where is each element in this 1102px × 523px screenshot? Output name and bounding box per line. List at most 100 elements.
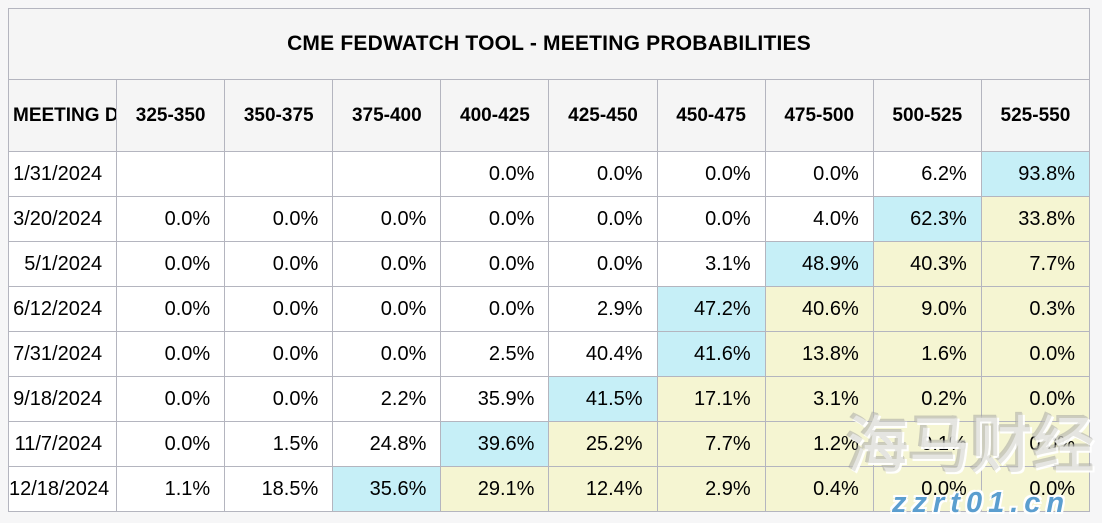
probability-cell: 47.2% bbox=[656, 286, 766, 332]
table-row: 3/20/2024 0.0% 0.0% 0.0% 0.0% 0.0% 0.0% 4.0% 62.… bbox=[7, 196, 1091, 242]
probability-cell: 9.0% bbox=[872, 286, 982, 332]
probability-cell: 93.8% bbox=[980, 151, 1091, 197]
probability-cell: 0.4% bbox=[764, 466, 874, 512]
probability-cell: 0.0% bbox=[440, 196, 550, 242]
probability-cell bbox=[224, 151, 334, 197]
probability-cell: 0.0% bbox=[332, 286, 442, 332]
probability-cell: 0.1% bbox=[872, 421, 982, 467]
column-header-rate-range: 350-375 bbox=[224, 79, 334, 152]
probability-cell: 24.8% bbox=[332, 421, 442, 467]
table-title: CME FEDWATCH TOOL - MEETING PROBABILITIE… bbox=[8, 8, 1090, 80]
probability-cell: 2.2% bbox=[332, 376, 442, 422]
probability-cell: 62.3% bbox=[872, 196, 982, 242]
probability-cell: 2.9% bbox=[548, 286, 658, 332]
table-row: 11/7/2024 0.0% 1.5% 24.8% 39.6% 25.2% 7.7% 1.2%… bbox=[7, 421, 1091, 467]
probability-cell: 17.1% bbox=[656, 376, 766, 422]
column-header-meeting-date: MEETING DATE bbox=[7, 79, 118, 152]
probability-cell: 0.0% bbox=[548, 196, 658, 242]
probability-cell: 40.6% bbox=[764, 286, 874, 332]
meeting-date-cell: 12/18/2024 bbox=[7, 466, 118, 512]
probability-cell: 41.6% bbox=[656, 331, 766, 377]
probability-cell: 4.0% bbox=[764, 196, 874, 242]
probability-cell: 41.5% bbox=[548, 376, 658, 422]
probability-cell: 0.0% bbox=[440, 241, 550, 287]
probability-cell: 0.0% bbox=[224, 241, 334, 287]
meeting-date-cell: 5/1/2024 bbox=[7, 241, 118, 287]
probability-cell: 1.5% bbox=[224, 421, 334, 467]
table-head: CME FEDWATCH TOOL - MEETING PROBABILITIE… bbox=[7, 8, 1091, 152]
column-header-rate-range: 425-450 bbox=[548, 79, 658, 152]
probability-cell: 7.7% bbox=[980, 241, 1091, 287]
probability-cell: 0.0% bbox=[332, 196, 442, 242]
table-row: 9/18/2024 0.0% 0.0% 2.2% 35.9% 41.5% 17.1% 3.1%… bbox=[7, 376, 1091, 422]
probability-cell: 29.1% bbox=[440, 466, 550, 512]
probability-cell: 2.9% bbox=[656, 466, 766, 512]
column-header-rate-range: 450-475 bbox=[656, 79, 766, 152]
probability-cell: 1.1% bbox=[116, 466, 226, 512]
probability-cell: 0.0% bbox=[656, 151, 766, 197]
probability-cell: 39.6% bbox=[440, 421, 550, 467]
meeting-probabilities-table: CME FEDWATCH TOOL - MEETING PROBABILITIE… bbox=[7, 8, 1091, 512]
table-row: 12/18/2024 1.1% 18.5% 35.6% 29.1% 12.4% 2.9% 0.… bbox=[7, 466, 1091, 512]
table-body: 1/31/2024 0.0% 0.0% 0.0% 0.0% 6.2% 93.8% 3/20/2… bbox=[7, 151, 1091, 512]
meeting-date-cell: 1/31/2024 bbox=[7, 151, 118, 197]
probability-cell: 0.0% bbox=[872, 466, 982, 512]
probability-cell: 40.4% bbox=[548, 331, 658, 377]
table-row: 6/12/2024 0.0% 0.0% 0.0% 0.0% 2.9% 47.2% 40.6% 9… bbox=[7, 286, 1091, 332]
header-row: MEETING DATE325-350350-375375-400400-425… bbox=[7, 79, 1091, 152]
probability-cell: 35.6% bbox=[332, 466, 442, 512]
probability-cell: 33.8% bbox=[980, 196, 1091, 242]
probability-cell: 48.9% bbox=[764, 241, 874, 287]
meeting-date-cell: 11/7/2024 bbox=[7, 421, 118, 467]
column-header-rate-range: 375-400 bbox=[332, 79, 442, 152]
probability-cell: 0.0% bbox=[548, 241, 658, 287]
probability-cell: 3.1% bbox=[764, 376, 874, 422]
probability-cell: 25.2% bbox=[548, 421, 658, 467]
column-header-rate-range: 400-425 bbox=[440, 79, 550, 152]
probability-cell: 0.0% bbox=[548, 151, 658, 197]
probability-cell: 0.0% bbox=[656, 196, 766, 242]
probability-cell: 0.0% bbox=[116, 331, 226, 377]
probability-cell: 2.5% bbox=[440, 331, 550, 377]
column-header-rate-range: 325-350 bbox=[116, 79, 226, 152]
probability-cell: 0.0% bbox=[224, 376, 334, 422]
probability-cell: 0.0% bbox=[224, 331, 334, 377]
probability-cell: 0.0% bbox=[980, 421, 1091, 467]
probability-cell: 0.0% bbox=[116, 241, 226, 287]
probability-cell bbox=[116, 151, 226, 197]
probability-cell: 1.6% bbox=[872, 331, 982, 377]
probability-cell: 0.0% bbox=[980, 466, 1091, 512]
probability-cell: 12.4% bbox=[548, 466, 658, 512]
probability-cell: 7.7% bbox=[656, 421, 766, 467]
probability-cell: 0.0% bbox=[440, 286, 550, 332]
title-row: CME FEDWATCH TOOL - MEETING PROBABILITIE… bbox=[8, 8, 1090, 80]
meeting-date-cell: 6/12/2024 bbox=[7, 286, 118, 332]
probability-cell: 0.0% bbox=[332, 331, 442, 377]
column-header-rate-range: 475-500 bbox=[764, 79, 874, 152]
probability-cell: 0.0% bbox=[332, 241, 442, 287]
probability-cell: 3.1% bbox=[656, 241, 766, 287]
meeting-date-cell: 7/31/2024 bbox=[7, 331, 118, 377]
probability-cell: 1.2% bbox=[764, 421, 874, 467]
probability-cell: 0.0% bbox=[980, 331, 1091, 377]
probability-cell: 0.0% bbox=[440, 151, 550, 197]
probability-cell: 6.2% bbox=[872, 151, 982, 197]
column-header-rate-range: 525-550 bbox=[980, 79, 1091, 152]
probability-cell: 0.2% bbox=[872, 376, 982, 422]
probability-cell: 0.0% bbox=[116, 421, 226, 467]
probability-cell: 0.0% bbox=[116, 196, 226, 242]
column-header-rate-range: 500-525 bbox=[872, 79, 982, 152]
probability-cell: 18.5% bbox=[224, 466, 334, 512]
probability-cell: 0.0% bbox=[764, 151, 874, 197]
probability-cell: 40.3% bbox=[872, 241, 982, 287]
table-row: 1/31/2024 0.0% 0.0% 0.0% 0.0% 6.2% 93.8% bbox=[7, 151, 1091, 197]
meeting-date-cell: 3/20/2024 bbox=[7, 196, 118, 242]
table-row: 5/1/2024 0.0% 0.0% 0.0% 0.0% 0.0% 3.1% 48.9% 40.… bbox=[7, 241, 1091, 287]
probability-cell bbox=[332, 151, 442, 197]
meeting-date-cell: 9/18/2024 bbox=[7, 376, 118, 422]
probability-cell: 0.3% bbox=[980, 286, 1091, 332]
probability-cell: 0.0% bbox=[224, 286, 334, 332]
probability-cell: 35.9% bbox=[440, 376, 550, 422]
probability-cell: 13.8% bbox=[764, 331, 874, 377]
